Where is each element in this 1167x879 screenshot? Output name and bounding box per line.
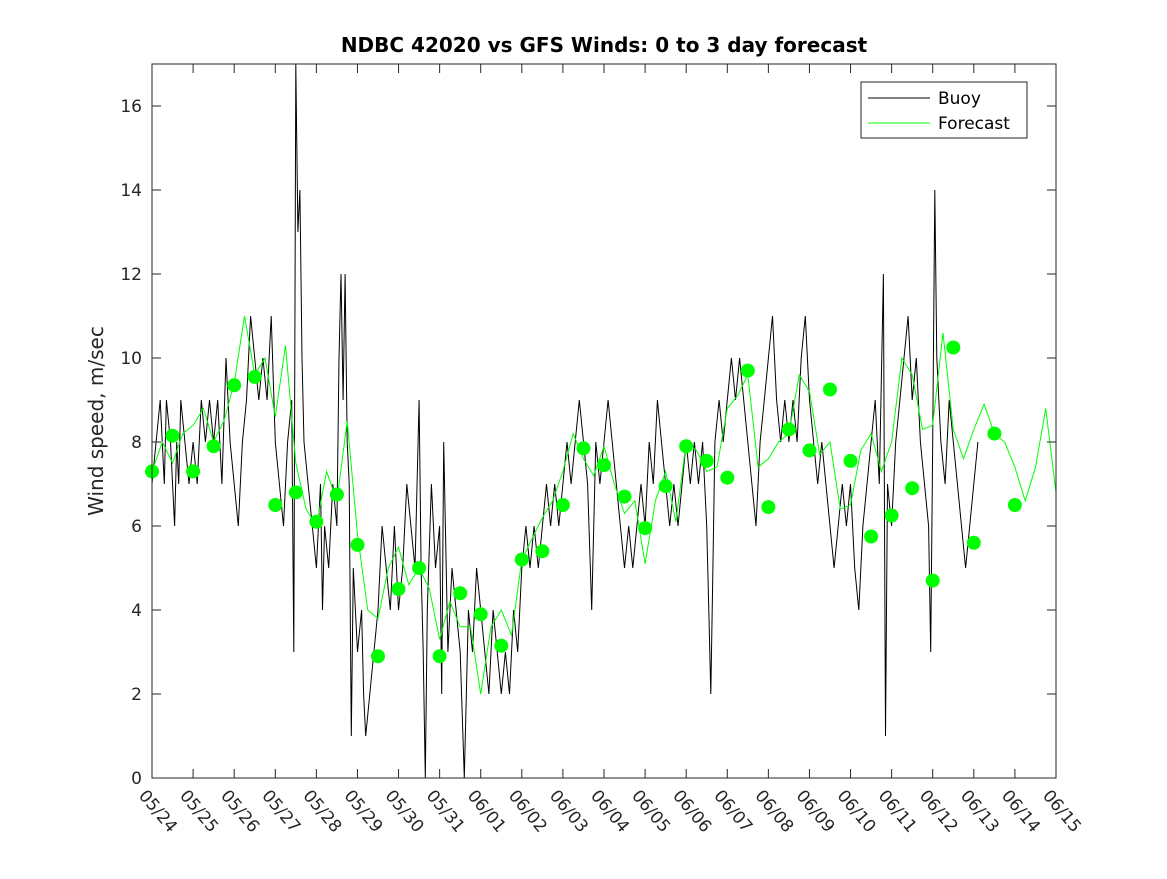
y-tick-label: 8 — [131, 433, 142, 453]
forecast-marker — [288, 485, 303, 500]
forecast-marker — [802, 443, 817, 458]
y-tick-label: 12 — [120, 265, 142, 285]
plot-area — [152, 64, 1056, 778]
series-line-forecast — [151, 315, 1057, 695]
forecast-marker — [514, 552, 529, 567]
forecast-marker — [679, 439, 694, 454]
forecast-marker — [884, 508, 899, 523]
forecast-marker — [597, 458, 611, 473]
forecast-marker — [843, 453, 858, 468]
forecast-marker — [1007, 498, 1022, 512]
legend-box — [860, 81, 1028, 139]
forecast-marker — [494, 638, 509, 653]
chart-title: NDBC 42020 vs GFS Winds: 0 to 3 day fore… — [341, 33, 868, 57]
y-tick-label: 6 — [131, 517, 142, 537]
forecast-marker — [247, 369, 262, 384]
forecast-marker — [309, 514, 324, 529]
forecast-marker — [453, 586, 468, 601]
y-axis: 0 2 4 6 8 10 12 14 16 — [120, 97, 1056, 789]
series-line-buoy — [151, 63, 979, 779]
forecast-marker — [535, 544, 550, 559]
forecast-marker — [350, 537, 365, 552]
y-tick-label: 4 — [131, 601, 142, 621]
forecast-marker — [781, 422, 796, 437]
y-tick-label: 16 — [120, 97, 142, 117]
forecast-marker — [576, 441, 591, 456]
forecast-marker — [329, 487, 344, 502]
forecast-marker — [720, 470, 735, 485]
forecast-marker — [699, 453, 714, 468]
forecast-marker — [658, 479, 673, 494]
forecast-marker — [206, 439, 221, 454]
forecast-marker — [555, 498, 570, 512]
forecast-marker — [227, 378, 242, 393]
forecast-marker — [432, 649, 447, 664]
forecast-marker — [864, 529, 879, 544]
forecast-marker — [823, 382, 837, 397]
forecast-marker — [966, 535, 981, 550]
y-tick-label: 2 — [131, 685, 142, 705]
forecast-marker — [905, 481, 920, 496]
forecast-marker — [165, 428, 180, 443]
legend-label-forecast: Forecast — [938, 114, 1010, 134]
forecast-marker — [268, 498, 283, 512]
forecast-marker — [391, 582, 406, 596]
y-tick-label: 14 — [120, 181, 142, 201]
forecast-marker — [740, 363, 755, 378]
forecast-marker — [987, 426, 1002, 441]
forecast-marker — [925, 573, 940, 588]
forecast-marker — [761, 500, 776, 515]
forecast-marker — [412, 561, 427, 575]
y-tick-label: 10 — [120, 349, 142, 369]
forecast-marker — [186, 464, 201, 479]
y-axis-label: Wind speed, m/sec — [84, 326, 108, 516]
forecast-marker — [371, 649, 385, 664]
series-layer — [151, 63, 1057, 779]
forecast-marker — [617, 489, 632, 504]
forecast-marker — [473, 607, 488, 622]
legend-label-buoy: Buoy — [938, 89, 981, 109]
forecast-marker — [946, 340, 961, 355]
legend: Buoy Forecast — [860, 81, 1028, 139]
y-tick-label: 0 — [131, 769, 142, 789]
forecast-marker — [638, 521, 653, 536]
